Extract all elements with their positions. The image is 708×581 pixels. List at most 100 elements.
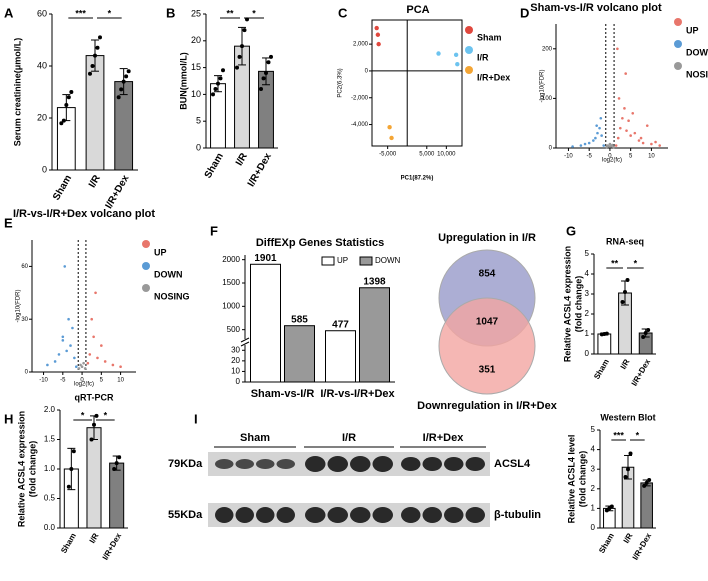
data-point [80,365,84,369]
axis-break [240,341,250,347]
data-point [623,107,626,110]
data-point [111,363,115,367]
data-point [587,141,591,145]
significance-label: * [634,258,638,268]
data-point [121,79,126,84]
data-point [616,136,620,140]
legend-label: NOSING [686,69,708,79]
y-tick-label: 0 [365,69,369,75]
y-tick-label: 10 [231,367,240,376]
data-point [643,331,648,335]
data-point [455,62,460,67]
data-point [579,144,583,147]
data-point [67,317,70,321]
x-tick-label: -5 [587,154,593,160]
blot-membrane [208,452,490,476]
y-tick-label: 1000 [222,301,240,310]
blot-band [256,507,275,523]
data-point [221,68,225,73]
y-tick-label: 25 [191,8,201,18]
panel-label: D [520,5,529,20]
data-point [216,81,220,86]
data-point [641,335,646,339]
data-point [625,278,630,282]
y-axis-label: Relative ACSL4 level [566,435,576,524]
data-point [571,145,574,148]
data-point [71,326,74,330]
y-axis-label: -log10(FDR) [16,289,22,322]
data-point [66,484,71,489]
data-label: 585 [291,314,308,325]
blot-band [444,507,464,523]
y-axis-label: (fold change) [27,441,37,498]
data-point [599,116,603,120]
legend-label: DOWN [154,269,183,279]
data-point [641,141,645,145]
panel-label: G [566,223,576,238]
data-point [387,125,392,130]
blot-band [401,507,421,523]
y-tick-label: 0.5 [44,494,56,503]
data-point [596,131,599,135]
legend-swatch [465,26,473,34]
data-point [86,361,90,365]
data-point [116,95,121,100]
data-point [119,87,124,92]
significance-label: * [81,410,85,420]
data-point [83,367,87,370]
x-tick-label: 5 [629,154,633,160]
data-point [114,461,119,466]
y-tick-label: 100 [542,96,553,102]
legend-swatch [465,46,473,54]
blot-band [401,457,421,471]
legend-label: UP [337,256,348,265]
blot-band [305,456,326,472]
y-tick-label: 0.0 [44,523,56,532]
y-tick-label: 60 [37,8,47,18]
x-tick-label: I/R-vs-I/R+Dex [320,388,395,400]
bar [284,325,315,383]
y-tick-label: 4 [585,269,590,278]
data-point [93,53,97,58]
y-axis-label: Relative ACSL4 expression [16,411,26,527]
data-point [235,65,239,70]
blot-membrane [208,503,490,527]
significance-label: * [108,8,112,18]
y-tick-label: 2 [585,309,590,318]
legend-swatch [674,18,682,26]
data-point [88,353,92,356]
data-point [626,467,630,472]
blot-band [327,507,348,523]
data-point [100,344,103,347]
y-tick-label: 1500 [222,278,240,287]
significance-label: * [104,410,108,420]
data-point [650,142,653,146]
legend-swatch [142,284,150,292]
data-point [259,87,263,92]
x-tick-label: 10 [648,154,655,160]
y-axis-label: -log10(FDR) [540,69,546,102]
axis-break [240,337,250,343]
legend-swatch [142,240,150,248]
blot-band [465,507,485,523]
legend-label: DOWN [686,47,708,57]
data-point [63,265,67,268]
y-tick-label: 2 [591,484,596,493]
data-point [607,145,611,148]
x-tick-label: -5 [60,378,66,384]
data-point [266,60,271,65]
data-point [623,475,628,480]
data-point [61,339,65,342]
data-point [621,116,624,120]
significance-label: *** [75,8,86,18]
data-point [602,144,606,147]
panel-label: C [338,5,348,20]
blot-band [372,456,393,472]
x-tick-label: Sham-vs-I/R [251,388,315,400]
data-point [46,363,49,367]
y-axis-label: (fold change) [577,451,587,508]
x-tick-label: 10,000 [437,152,456,158]
data-point [633,131,637,135]
y-tick-label: 10 [191,89,201,99]
data-point [654,140,657,144]
